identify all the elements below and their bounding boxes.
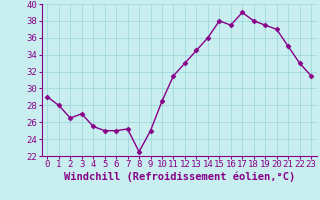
X-axis label: Windchill (Refroidissement éolien,°C): Windchill (Refroidissement éolien,°C) bbox=[64, 172, 295, 182]
